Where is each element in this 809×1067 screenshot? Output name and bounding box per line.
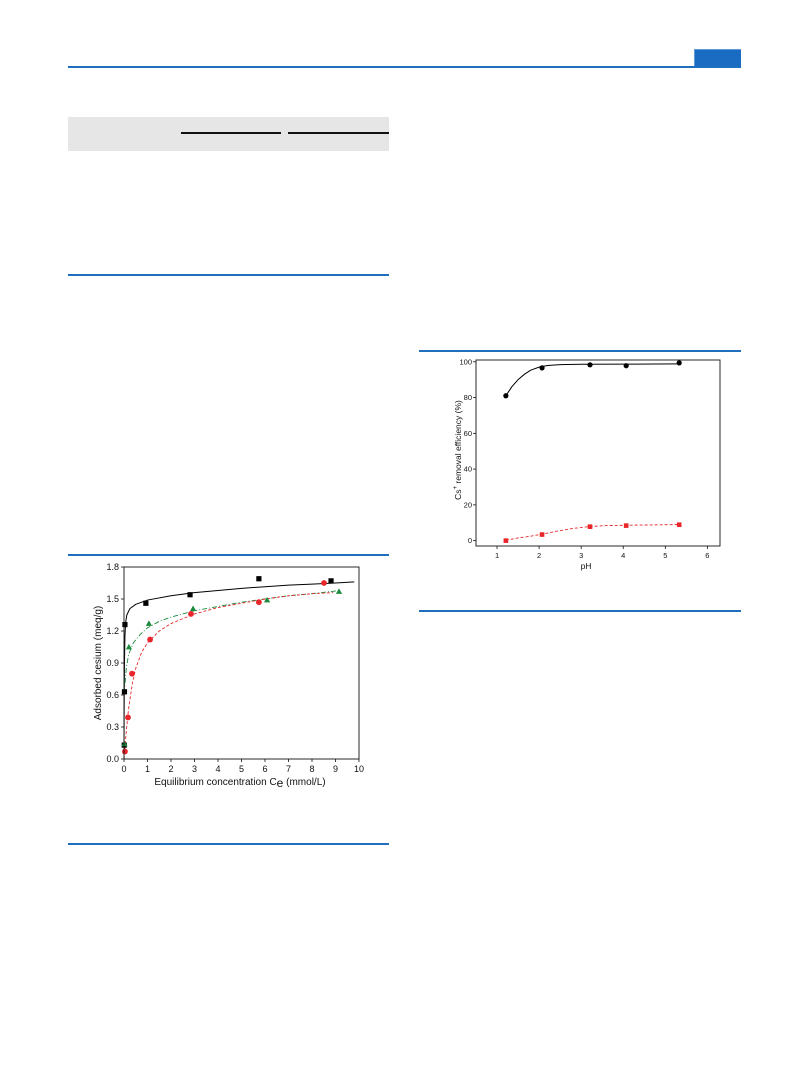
adsorption-isotherm-chart: 0 1 2 3 4 5 6 7 8 9 10 0.0 0.3 0.6 0.9 1.2 1.5 1.8 Equili…: [93, 562, 364, 790]
y-axis-title-superscript: +: [453, 485, 459, 489]
table-column-rule-1: [181, 132, 281, 134]
y-tick-label: 100: [459, 357, 472, 366]
series-2-point-6: [335, 588, 343, 594]
series-2-point-3: [587, 524, 593, 529]
series-2-point-1: [503, 538, 509, 543]
x-tick-label: 9: [333, 764, 338, 774]
y-tick-label: 0.0: [106, 754, 119, 764]
series-3-point-1: [122, 748, 128, 755]
y-tick-label: 0.9: [106, 658, 119, 668]
section-rule-left-1: [68, 274, 389, 276]
series-3-point-3: [129, 670, 135, 677]
x-tick-label: 3: [579, 551, 583, 560]
section-rule-left-2: [68, 843, 389, 845]
x-tick-label: 8: [309, 764, 314, 774]
x-axis-title: Equilibrium concentration Ce (mmol/L): [154, 776, 325, 790]
y-tick-label: 1.8: [106, 562, 119, 572]
x-tick-label: 7: [286, 764, 291, 774]
figure-rule-left: [68, 554, 389, 556]
x-tick-label: 6: [705, 551, 709, 560]
y-axis-title-rest: removal efficiency (%): [453, 400, 463, 486]
series-1-point-2: [539, 365, 545, 371]
series-1-point-1: [503, 393, 509, 399]
series-1-point-3: [587, 362, 593, 368]
y-tick-label: 0.6: [106, 690, 119, 700]
series-1-point-5: [676, 360, 682, 366]
series-1-point-2: [121, 689, 128, 695]
y-tick-label: 0: [468, 536, 472, 545]
series-2-point-2: [125, 643, 133, 650]
x-tick-label: 4: [621, 551, 625, 560]
point-layer: [503, 360, 682, 543]
figure-rule-right-top: [419, 350, 741, 352]
series-2-point-5: [263, 596, 271, 603]
series-3-point-2: [125, 714, 131, 721]
x-axis-title-unit: (mmol/L): [283, 777, 325, 788]
series-1-point-4: [623, 363, 629, 369]
y-tick-label: 80: [464, 393, 472, 402]
series-2-point-1: [121, 740, 128, 747]
series-2-point-4: [189, 605, 197, 611]
fit-curve-1: [505, 363, 680, 397]
header-rule: [68, 66, 741, 68]
x-tick-label: 2: [168, 764, 173, 774]
fit-curve-3: [123, 592, 334, 760]
figure-rule-right-bottom: [419, 610, 741, 612]
plot-frame: [475, 359, 721, 547]
x-axis-title-subscript: e: [277, 776, 284, 790]
x-axis-title: pH: [581, 561, 592, 571]
series-2-point-5: [676, 522, 682, 528]
fit-curve-1: [123, 581, 355, 747]
y-tick-label: 0.3: [106, 722, 119, 732]
table-header-band: [68, 117, 389, 151]
tick-layer: 0 1 2 3 4 5 6 7 8 9 10 0.0 0.3 0.6 0.9 1.2 1.5 1.8: [106, 562, 364, 774]
x-tick-label: 6: [262, 764, 267, 774]
series-1-point-7: [328, 578, 334, 584]
series-2-point-3: [145, 620, 153, 626]
series-3-point-7: [321, 580, 327, 586]
fit-curve-2: [505, 524, 680, 541]
x-tick-label: 10: [354, 764, 364, 774]
x-tick-label: 4: [215, 764, 220, 774]
x-tick-label: 2: [537, 551, 541, 560]
fit-curve-2: [123, 590, 341, 693]
series-2-point-2: [539, 532, 545, 537]
x-tick-label: 0: [121, 764, 126, 774]
series-1-point-3: [122, 622, 128, 628]
fit-layer: [123, 581, 355, 760]
y-tick-label: 1.5: [106, 594, 119, 604]
x-tick-label: 1: [495, 551, 499, 560]
y-tick-label: 40: [464, 465, 472, 474]
y-tick-label: 60: [464, 429, 472, 438]
y-axis-title-main: Cs: [453, 489, 463, 499]
x-tick-label: 3: [192, 764, 197, 774]
series-3-point-5: [188, 611, 194, 617]
series-1-point-4: [143, 600, 149, 606]
x-tick-label: 1: [145, 764, 150, 774]
plot-frame: [123, 566, 360, 760]
y-axis-title: Cs+ removal efficiency (%): [453, 400, 463, 500]
series-2-point-4: [623, 523, 629, 528]
y-tick-label: 20: [464, 500, 472, 509]
point-layer: [121, 576, 343, 755]
header-section-tab: [694, 49, 741, 66]
fit-layer: [505, 363, 680, 541]
x-tick-label: 5: [239, 764, 244, 774]
series-3-point-6: [255, 599, 262, 606]
series-1-point-5: [187, 592, 193, 598]
series-1-point-6: [256, 576, 262, 582]
x-axis-title-main: Equilibrium concentration C: [154, 777, 276, 788]
x-tick-label: 5: [663, 551, 667, 560]
table-column-rule-2: [288, 132, 389, 134]
y-axis-title: Adsorbed cesium (meq/g): [93, 606, 104, 721]
series-3-point-4: [147, 636, 153, 643]
y-tick-label: 1.2: [106, 626, 119, 636]
